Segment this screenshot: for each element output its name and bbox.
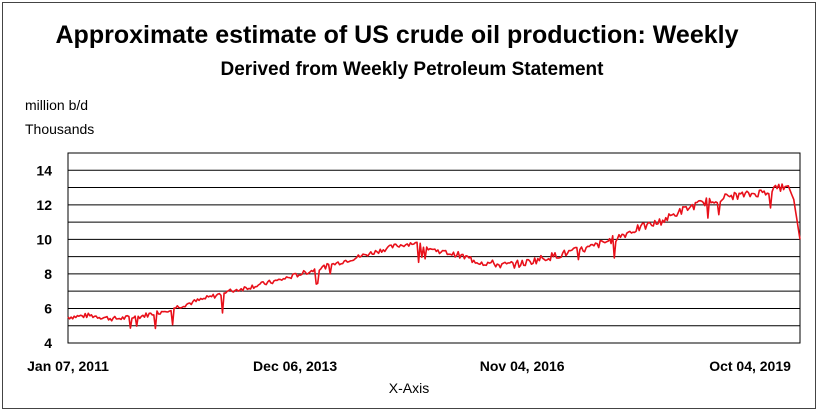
y-tick-label: 14 [36, 162, 52, 178]
chart-frame: Approximate estimate of US crude oil pro… [2, 2, 816, 409]
y-tick-label: 12 [36, 197, 52, 213]
y-tick-label: 6 [44, 300, 52, 316]
x-axis-label: X-Axis [388, 380, 430, 396]
chart-title: Approximate estimate of US crude oil pro… [55, 21, 739, 49]
y-tick-label: 8 [44, 266, 52, 282]
x-tick-label: Dec 06, 2013 [253, 358, 337, 374]
series-line-production [67, 183, 801, 330]
y-unit-label-2: Thousands [25, 121, 95, 137]
x-axis-ticks: Jan 07, 2011 Dec 06, 2013 Nov 04, 2016 Oct … [27, 358, 791, 374]
x-tick-label: Nov 04, 2016 [480, 358, 565, 374]
chart-subtitle: Derived from Weekly Petroleum Statement [220, 59, 604, 80]
grid-lines [68, 169, 800, 327]
plot-area [67, 152, 801, 344]
x-tick-label: Oct 04, 2019 [709, 358, 791, 374]
y-tick-label: 10 [36, 231, 52, 247]
line-chart: 4 6 8 10 12 14 Jan 07, 2011 Dec 06, 2013 Nov 04… [27, 152, 801, 374]
y-unit-label-1: million b/d [25, 97, 89, 113]
y-tick-label: 4 [44, 335, 52, 351]
y-axis-ticks: 4 6 8 10 12 14 [36, 162, 52, 351]
x-tick-label: Jan 07, 2011 [27, 358, 109, 374]
